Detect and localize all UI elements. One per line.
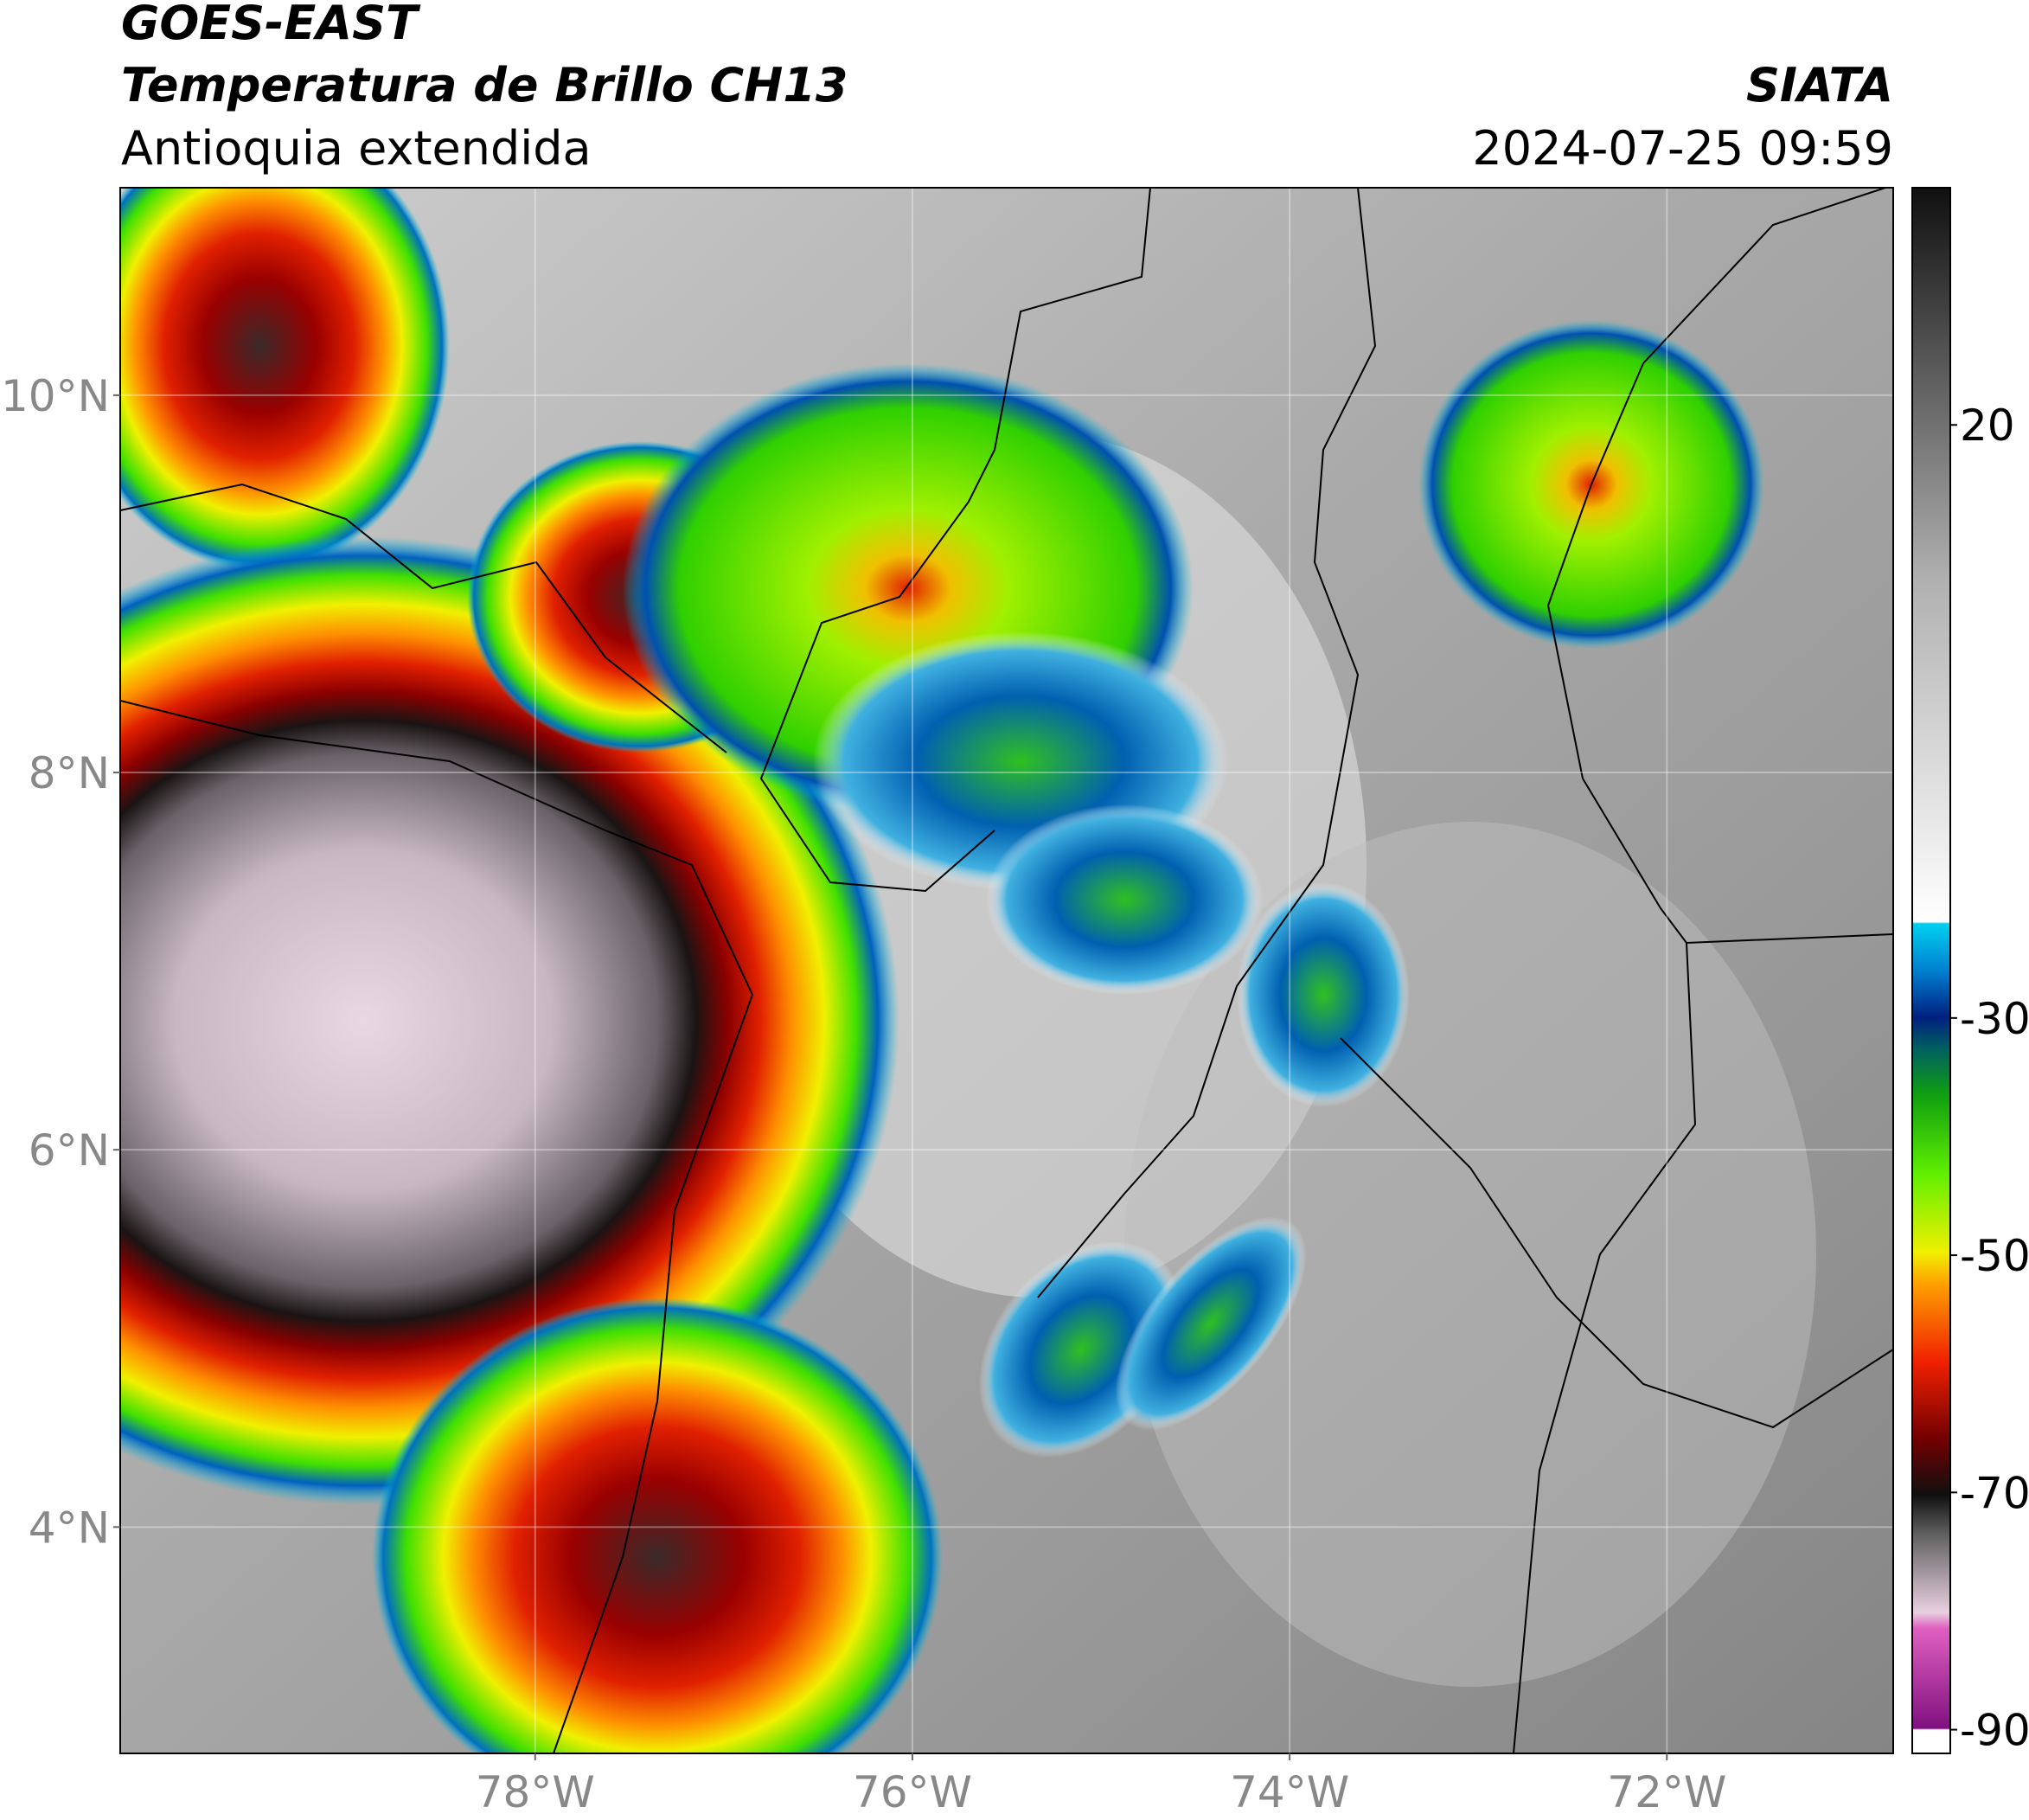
source: SIATA (1746, 58, 1893, 112)
colorbar-tick-label: -90 (1960, 1706, 2029, 1756)
satellite-image (120, 188, 1893, 1753)
x-tick-label: 72°W (1607, 1767, 1726, 1817)
y-tick-label: 4°N (29, 1503, 110, 1553)
colorbar-tick-label: 20 (1960, 401, 2015, 451)
y-tick-label: 6°N (29, 1125, 110, 1176)
colorbar-tick-label: -50 (1960, 1231, 2029, 1281)
region: Antioquia extendida (121, 121, 592, 176)
map-frame (119, 187, 1894, 1754)
y-tick-label: 8°N (29, 748, 110, 798)
x-tick-label: 76°W (853, 1767, 972, 1817)
x-tick-label: 74°W (1230, 1767, 1349, 1817)
y-tick-label: 10°N (1, 371, 110, 421)
colorbar-tick-label: -30 (1960, 994, 2029, 1044)
colorbar-tick-label: -70 (1960, 1468, 2029, 1518)
x-tick-label: 78°W (476, 1767, 595, 1817)
title: GOES-EAST (121, 0, 421, 50)
grid (120, 188, 1893, 1753)
subtitle: Temperatura de Brillo CH13 (121, 58, 848, 112)
colorbar (1911, 187, 1951, 1754)
datetime: 2024-07-25 09:59 (1472, 121, 1893, 176)
